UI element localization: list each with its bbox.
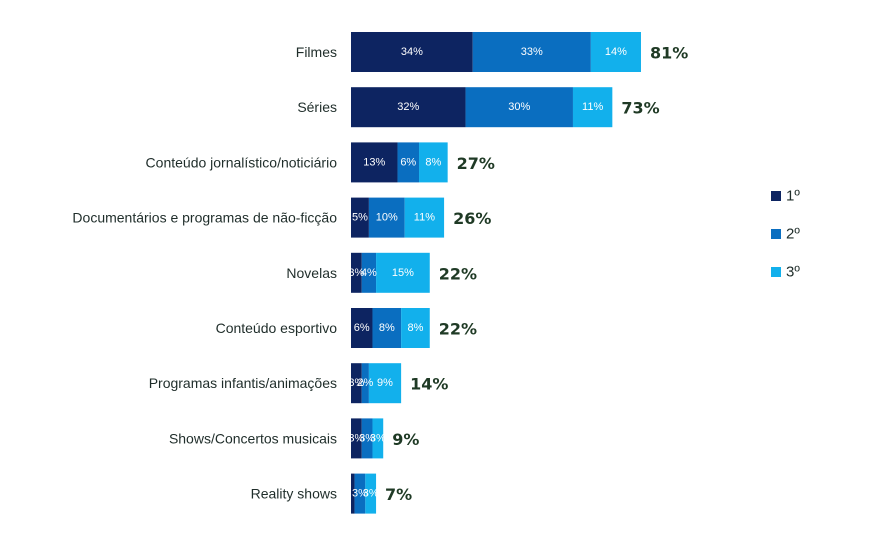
legend-swatch	[771, 267, 781, 277]
bar-segment-3	[401, 308, 430, 348]
bar-segment-2	[361, 363, 369, 404]
bar-segment-3	[376, 252, 430, 293]
total-value-label: 22%	[439, 264, 477, 283]
segment-value-label: 3%	[348, 377, 364, 389]
bar-segment-1	[351, 252, 362, 293]
bar-segment-1	[351, 197, 369, 238]
total-value-label: 26%	[453, 209, 491, 228]
segment-value-label: 9%	[377, 377, 393, 389]
bar-segment-3	[372, 418, 384, 459]
segment-value-label: 3%	[352, 488, 368, 500]
segment-value-label: 34%	[401, 46, 423, 58]
total-value-label: 14%	[410, 375, 448, 394]
segment-value-label: 2%	[357, 377, 373, 389]
category-label: Reality shows	[251, 486, 337, 502]
legend-label: 3º	[786, 264, 800, 281]
legend: 1º 2º 3º	[771, 188, 800, 281]
segment-value-label: 8%	[379, 322, 395, 334]
segment-value-label: 32%	[397, 101, 419, 113]
segment-value-label: 6%	[400, 156, 416, 168]
bar-segment-2	[361, 252, 377, 293]
segment-value-label: 3%	[370, 432, 386, 444]
segment-value-label: 8%	[407, 322, 423, 334]
segment-value-label: 13%	[363, 156, 385, 168]
bar-segment-3	[368, 363, 402, 404]
category-label: Documentários e programas de não-ficção	[72, 210, 337, 226]
bar-segment-1	[351, 142, 398, 183]
category-label: Filmes	[296, 44, 337, 60]
bar-segment-3	[419, 142, 448, 183]
segment-value-label: 14%	[605, 46, 627, 58]
segment-value-label: 5%	[352, 212, 368, 224]
legend-label: 2º	[786, 226, 800, 243]
bar-segment-2	[354, 473, 366, 514]
bar-segment-1	[351, 363, 362, 404]
segment-value-label: 3%	[359, 432, 375, 444]
total-value-label: 73%	[621, 99, 659, 118]
total-value-label: 22%	[439, 320, 477, 339]
bar-segment-3	[404, 197, 445, 238]
bar-segment-3	[365, 473, 377, 514]
bar-segment-1	[351, 473, 355, 514]
segment-value-label: 11%	[582, 101, 603, 113]
bar-segment-3	[590, 32, 641, 72]
bar-segment-1	[351, 87, 466, 128]
segment-value-label: 3%	[363, 488, 379, 500]
bar-segment-1	[351, 308, 373, 348]
segment-value-label: 11%	[414, 212, 435, 224]
bar-segment-2	[465, 87, 573, 128]
segment-value-label: 30%	[508, 101, 530, 113]
category-label: Programas infantis/animações	[149, 375, 337, 391]
segment-value-label: 4%	[361, 267, 377, 279]
category-label: Conteúdo esportivo	[216, 320, 338, 336]
category-label: Séries	[297, 99, 337, 115]
bar-segment-1	[351, 418, 362, 459]
legend-label: 1º	[786, 188, 800, 205]
bar-segment-2	[361, 418, 373, 459]
legend-swatch	[771, 191, 781, 201]
bar-segment-2	[372, 308, 402, 348]
legend-swatch	[771, 229, 781, 239]
bar-segment-2	[368, 197, 405, 238]
bar-segment-3	[572, 87, 613, 128]
total-value-label: 7%	[385, 485, 412, 504]
labels-layer: Filmes 34% 33% 14% 81% Séries 32% 30% 11% 73% Cont…	[72, 44, 688, 505]
segment-value-label: 10%	[376, 212, 398, 224]
bar-segment-2	[397, 142, 420, 183]
segment-value-label: 3%	[348, 267, 364, 279]
category-label: Novelas	[286, 265, 337, 281]
bar-segment-1	[351, 32, 473, 72]
total-value-label: 27%	[457, 154, 495, 173]
category-label: Shows/Concertos musicais	[169, 430, 337, 446]
total-value-label: 81%	[650, 44, 688, 63]
segment-value-label: 15%	[392, 267, 414, 279]
segment-value-label: 3%	[348, 432, 364, 444]
segment-value-label: 8%	[425, 156, 441, 168]
segment-value-label: 33%	[521, 46, 543, 58]
bars-layer	[351, 32, 641, 514]
segment-value-label: 6%	[354, 322, 370, 334]
bar-segment-2	[472, 32, 591, 72]
category-label: Conteúdo jornalístico/noticiário	[146, 154, 338, 170]
total-value-label: 9%	[392, 430, 419, 449]
